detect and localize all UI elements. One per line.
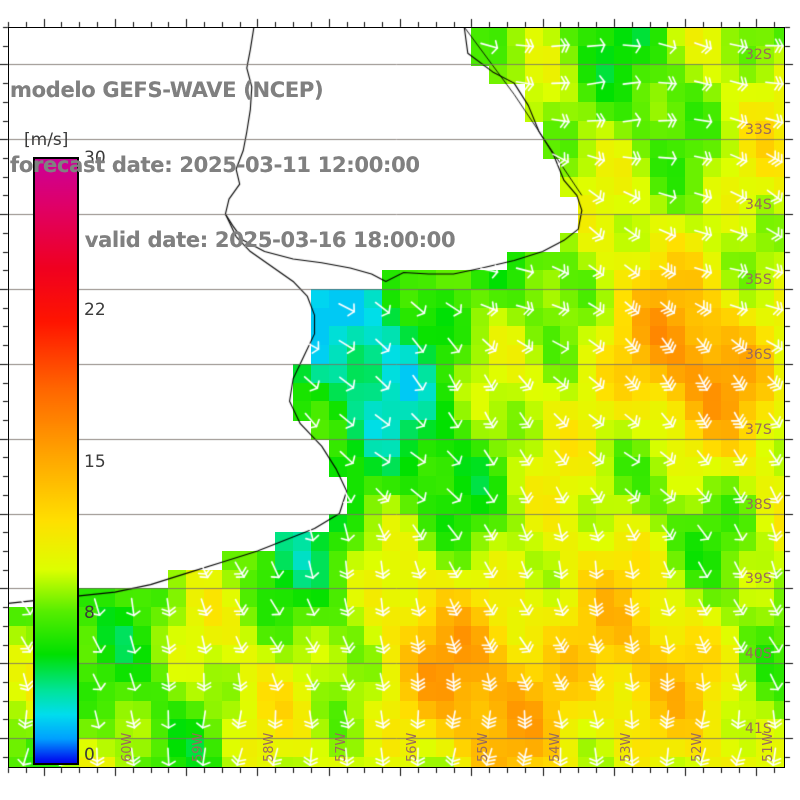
colorbar-tick-22: 22: [84, 300, 106, 320]
lat-label-40S: 40S: [745, 646, 772, 663]
lon-label-59W: 59W: [191, 732, 207, 762]
lat-label-32S: 32S: [745, 47, 772, 64]
lon-label-54W: 54W: [547, 732, 563, 762]
lon-label-57W: 57W: [333, 732, 349, 762]
lat-label-35S: 35S: [745, 271, 772, 288]
lon-label-53W: 53W: [618, 732, 634, 762]
lat-label-36S: 36S: [745, 346, 772, 363]
lat-label-33S: 33S: [745, 122, 772, 139]
colorbar-tick-15: 15: [84, 452, 106, 472]
colorbar[interactable]: [33, 157, 79, 765]
lon-label-55W: 55W: [476, 732, 492, 762]
colorbar-unit-label: [m/s]: [24, 130, 69, 150]
colorbar-tick-30: 30: [84, 148, 106, 168]
lon-label-60W: 60W: [119, 732, 135, 762]
lon-label-52W: 52W: [690, 732, 706, 762]
lat-label-34S: 34S: [745, 197, 772, 214]
lat-label-37S: 37S: [745, 421, 772, 438]
colorbar-gradient: [33, 157, 79, 765]
title-model: modelo GEFS-WAVE (NCEP): [10, 78, 324, 102]
title-forecast-date: forecast date: 2025-03-11 12:00:00: [10, 153, 420, 177]
title-valid-date: valid date: 2025-03-16 18:00:00: [84, 228, 456, 252]
lat-label-39S: 39S: [745, 571, 772, 588]
lon-label-58W: 58W: [262, 732, 278, 762]
title-block: modelo GEFS-WAVE (NCEP) forecast date: 2…: [10, 28, 530, 303]
colorbar-tick-0: 0: [84, 745, 95, 765]
lon-label-56W: 56W: [405, 732, 421, 762]
lat-label-38S: 38S: [745, 496, 772, 513]
colorbar-tick-8: 8: [84, 603, 95, 623]
lat-label-41S: 41S: [745, 721, 772, 738]
